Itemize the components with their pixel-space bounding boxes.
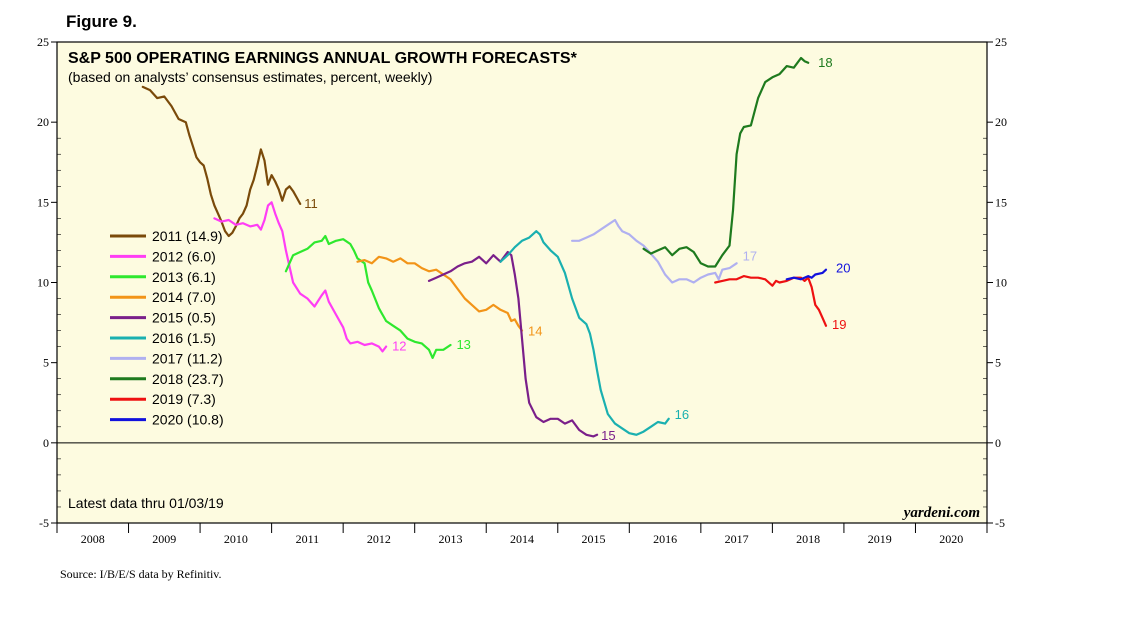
x-axis: 2008 2009 2010 2011 2012 2013 2014 2015 2016 2017… [56,523,988,546]
y-tick-label-left: 10 [37,276,49,290]
chart-subtitle: (based on analysts’ consensus estimates,… [68,69,432,85]
x-tick-label: 2018 [796,532,820,546]
figure-label: Figure 9. [66,12,137,31]
legend-label-2014: 2014 (7.0) [152,289,216,305]
legend-label-2011: 2011 (14.9) [152,228,223,244]
series-end-label-2012: 12 [392,339,406,354]
series-end-label-2017: 17 [743,248,757,263]
y-tick-label-left: 0 [43,436,49,450]
legend-label-2017: 2017 (11.2) [152,350,223,366]
y-tick-label-left: 15 [37,195,49,209]
series-line-2011 [141,85,302,238]
series-line-2014 [356,255,524,332]
y-tick-label-left: 25 [37,35,49,49]
series-end-label-2014: 14 [528,324,542,339]
chart-title: S&P 500 OPERATING EARNINGS ANNUAL GROWTH… [68,50,578,67]
x-tick-label: 2013 [438,532,462,546]
series-end-label-2018: 18 [818,55,832,70]
legend-label-2015: 2015 (0.5) [152,310,216,326]
x-tick-label: 2009 [152,532,176,546]
series-end-label-2015: 15 [601,428,615,443]
legend-label-2018: 2018 (23.7) [152,371,224,387]
y-tick-label-left: 5 [43,356,49,370]
y-tick-label-left: 20 [37,115,49,129]
series-end-label-2013: 13 [456,337,470,352]
brand-label: yardeni.com [902,505,980,521]
legend-label-2013: 2013 (6.1) [152,269,216,285]
legend: 2011 (14.9) 2012 (6.0) 2013 (6.1) 2014 (7.0… [110,228,224,428]
x-tick-label: 2010 [224,532,248,546]
y-axis-right: -5 0 5 10 15 20 25 [983,35,1007,530]
x-tick-label: 2008 [81,532,105,546]
series-line-2018 [642,56,810,268]
x-tick-label: 2016 [653,532,677,546]
series-line-2016 [499,230,670,436]
series-end-label-2019: 19 [832,317,846,332]
latest-data-note: Latest data thru 01/03/19 [68,495,224,511]
x-tick-label: 2014 [510,532,534,546]
y-tick-label-right: 15 [995,195,1007,209]
series-end-label-2011: 11 [304,196,318,211]
y-tick-label-right: 0 [995,436,1001,450]
x-tick-label: 2019 [868,532,892,546]
source-note: Source: I/B/E/S data by Refinitiv. [60,567,222,581]
series-end-label-2020: 20 [836,261,850,276]
x-tick-label: 2012 [367,532,391,546]
series-group [141,56,828,438]
legend-label-2020: 2020 (10.8) [152,412,224,428]
series-end-label-2016: 16 [675,407,689,422]
series-line-2019 [714,275,828,327]
legend-label-2019: 2019 (7.3) [152,391,216,407]
series-line-2012 [213,201,388,353]
x-tick-label: 2017 [725,532,749,546]
y-tick-label-right: 10 [995,276,1007,290]
y-tick-label-right: 5 [995,356,1001,370]
series-line-2017 [571,218,738,284]
series-line-2015 [427,250,599,438]
legend-label-2016: 2016 (1.5) [152,330,216,346]
y-axis-left: -5 0 5 10 15 20 25 [37,35,61,530]
series-line-2020 [785,268,828,281]
x-tick-label: 2020 [939,532,963,546]
series-line-2013 [284,234,452,359]
y-tick-label-right: -5 [995,516,1005,530]
x-tick-label: 2015 [582,532,606,546]
y-tick-label-right: 20 [995,115,1007,129]
end-labels: 11 12 13 14 15 16 17 18 19 20 [304,55,850,443]
legend-label-2012: 2012 (6.0) [152,248,216,264]
y-tick-label-right: 25 [995,35,1007,49]
x-tick-label: 2011 [296,532,320,546]
y-tick-label-left: -5 [39,516,49,530]
